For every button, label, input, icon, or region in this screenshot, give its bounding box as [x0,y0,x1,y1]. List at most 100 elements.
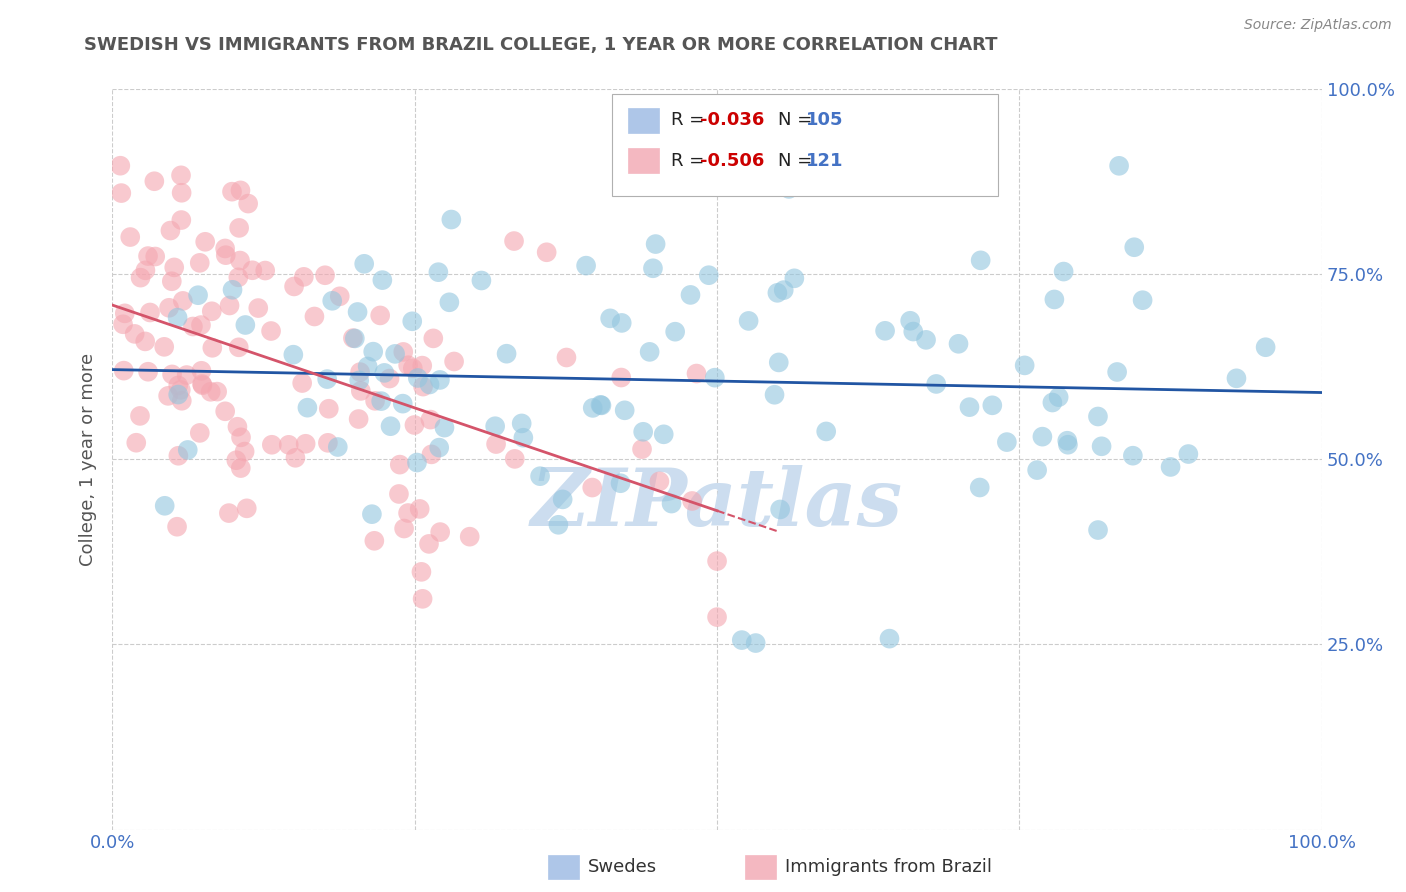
Point [318,401,340,416]
Point [703,370,725,384]
Point [134,334,156,349]
Point [225,453,247,467]
Point [1107,365,1129,379]
Point [153,340,176,354]
Point [778,182,800,196]
Point [392,522,415,536]
Point [589,398,612,412]
Point [228,270,250,285]
Point [547,517,569,532]
Point [995,435,1018,450]
Point [915,333,938,347]
Point [536,245,558,260]
Point [194,235,217,249]
Point [343,331,366,345]
Point [391,397,413,411]
Point [143,250,166,264]
Point [388,458,411,472]
Text: 105: 105 [806,112,844,129]
Point [783,271,806,285]
Point [129,409,152,423]
Point [134,263,156,277]
Point [1040,395,1063,409]
Point [233,444,256,458]
Point [125,435,148,450]
Text: R =: R = [671,152,710,169]
Point [378,371,401,385]
Point [329,289,352,303]
Point [599,311,621,326]
Point [392,345,415,359]
Point [1090,439,1112,453]
Point [582,401,605,415]
Text: N =: N = [778,112,817,129]
Point [422,331,444,345]
Point [260,324,283,338]
Point [221,185,243,199]
Point [458,530,481,544]
Point [373,366,395,380]
Point [228,220,250,235]
Point [176,368,198,382]
Point [485,437,508,451]
Point [1177,447,1199,461]
Point [159,223,181,237]
Point [575,259,598,273]
Point [214,404,236,418]
Point [706,554,728,568]
Point [124,326,146,341]
Point [681,494,703,508]
Point [981,398,1004,412]
Point [283,348,305,362]
Point [356,359,378,374]
Point [316,372,339,386]
Point [349,365,371,379]
Point [406,371,429,385]
Point [297,401,319,415]
Point [181,319,204,334]
Point [170,169,193,183]
Point [419,377,441,392]
Point [396,506,419,520]
Point [959,400,981,414]
Point [661,497,683,511]
Point [744,636,766,650]
Text: ZIPatlas: ZIPatlas [531,465,903,542]
Point [648,475,671,489]
Point [364,393,387,408]
Point [1225,371,1247,385]
Point [1087,523,1109,537]
Point [969,481,991,495]
Point [294,436,316,450]
Point [229,253,252,268]
Point [167,449,190,463]
Point [346,305,368,319]
Text: Source: ZipAtlas.com: Source: ZipAtlas.com [1244,18,1392,32]
Point [153,499,176,513]
Point [228,340,250,354]
Point [652,427,675,442]
Point [170,186,193,200]
Text: N =: N = [778,152,817,169]
Point [1123,240,1146,254]
Point [380,419,402,434]
Point [229,461,252,475]
Point [114,306,136,320]
Point [235,318,257,332]
Point [406,456,429,470]
Point [342,331,364,345]
Text: R =: R = [671,112,710,129]
Point [205,384,228,399]
Point [167,387,190,401]
Point [160,368,183,382]
Point [737,314,759,328]
Point [631,442,654,457]
Point [110,186,132,200]
Point [439,295,461,310]
Point [1031,430,1053,444]
Point [112,318,135,332]
Point [236,501,259,516]
Point [411,565,433,579]
Point [512,431,534,445]
Point [1047,390,1070,404]
